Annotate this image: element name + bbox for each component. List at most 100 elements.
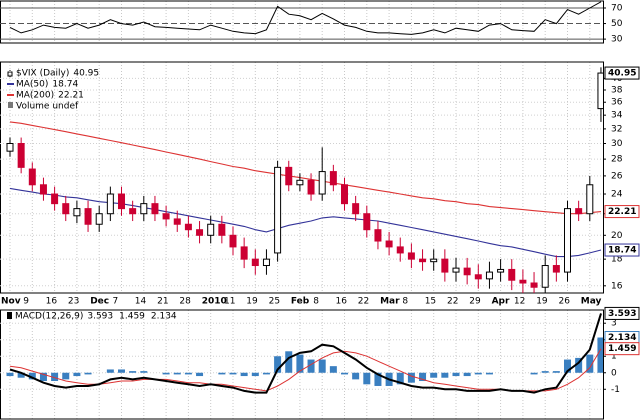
histogram-bar [274, 356, 282, 373]
y-tick-label: 18 [611, 255, 623, 265]
price-plot [6, 67, 603, 293]
histogram-bar [251, 372, 259, 377]
candle-body [541, 265, 549, 288]
candle-body [129, 208, 137, 215]
histogram-bar [463, 372, 471, 377]
candle-body [207, 223, 215, 236]
x-tick-label: 15 [425, 297, 436, 307]
x-tick-label: 21 [157, 297, 168, 307]
candle-body [274, 166, 282, 254]
x-tick-label: 23 [68, 297, 79, 307]
candle-body [28, 168, 36, 186]
candle-body [151, 203, 159, 215]
histogram-bar [474, 372, 482, 375]
x-tick-label: 7 [113, 297, 119, 307]
macd-plot [6, 313, 603, 394]
candle-body [430, 258, 438, 263]
candle-body [341, 184, 348, 205]
candle-body [62, 203, 70, 215]
candle-body [173, 218, 181, 225]
histogram-bar [441, 372, 449, 378]
value-box [604, 66, 640, 80]
rsi-line [9, 1, 602, 35]
histogram-bar [51, 372, 59, 382]
y-tick-label: 26 [611, 171, 623, 181]
value-box [604, 306, 640, 320]
candle-body [575, 208, 583, 215]
candle-body [441, 258, 449, 273]
legend-value: 22.21 [58, 91, 84, 101]
histogram-bar [307, 359, 315, 373]
candle-body [6, 143, 14, 152]
x-tick-label: 12 [514, 297, 525, 307]
panel-frame [0, 0, 604, 44]
y-tick-label: 1 [611, 352, 617, 362]
histogram-bar [296, 354, 304, 373]
candle-body [530, 282, 538, 288]
candle-body [140, 203, 148, 215]
histogram-bar [374, 372, 382, 386]
histogram-bar [586, 354, 594, 373]
candle-body [106, 193, 114, 215]
x-tick-label: Dec [90, 297, 109, 307]
histogram-bar [229, 372, 237, 375]
x-tick-label: 19 [246, 297, 258, 307]
x-tick-label: 8 [313, 297, 319, 307]
candle-body [84, 208, 92, 225]
histogram-bar [564, 359, 571, 373]
histogram-bar [62, 372, 70, 380]
value-box-label: 1.459 [608, 344, 636, 354]
histogram-bar [430, 372, 438, 378]
value-box-label: 18.74 [608, 246, 636, 256]
candle-body [452, 267, 460, 273]
rsi-plot [9, 1, 602, 35]
histogram-bar [73, 372, 81, 377]
candle-body [407, 252, 415, 260]
moving-average-line [9, 121, 602, 215]
candle-body [51, 193, 59, 205]
histogram-bar [140, 371, 148, 373]
candle-body [329, 171, 337, 186]
histogram-bar [329, 366, 337, 373]
value-box-label: 40.95 [608, 69, 636, 79]
panel-frame [0, 61, 604, 294]
histogram-bar [17, 372, 25, 378]
legend-value: 18.74 [52, 80, 78, 90]
histogram-bar [419, 372, 427, 382]
histogram-bar [39, 372, 47, 382]
histogram-bar [452, 372, 460, 377]
candle-body [474, 274, 482, 280]
candle-body [463, 267, 471, 276]
legend-value: 3.593 [87, 312, 113, 322]
candle-body [485, 271, 493, 280]
candle-body [73, 208, 81, 217]
candle-body [318, 171, 326, 195]
x-tick-label: 26 [559, 297, 571, 307]
x-tick-label: 16 [336, 297, 348, 307]
candle-body [251, 258, 259, 267]
y-tick-label: 0 [611, 368, 617, 378]
histogram-bar [184, 372, 192, 375]
candle-body [240, 246, 248, 260]
x-tick-label: 14 [135, 297, 147, 307]
legend-value: 1.459 [119, 312, 145, 322]
candle-body [374, 229, 382, 242]
candle-body [184, 223, 192, 231]
legend-value: 2.134 [151, 312, 177, 322]
y-tick-label: -1 [611, 385, 620, 395]
histogram-bar [597, 337, 603, 373]
histogram-bar [262, 372, 270, 375]
candle-body [17, 143, 25, 168]
histogram-bar [118, 369, 125, 373]
y-tick-label: 24 [611, 190, 623, 200]
x-tick-label: 16 [46, 297, 58, 307]
y-tick-label: 34 [611, 111, 623, 121]
candle-body [363, 213, 371, 231]
histogram-bar [218, 372, 226, 375]
candle-body [564, 208, 571, 273]
histogram-bar [106, 369, 114, 373]
legend-title: MACD(12,26,9) [15, 312, 83, 322]
histogram-bar [285, 351, 293, 373]
histogram-bar [173, 372, 181, 375]
